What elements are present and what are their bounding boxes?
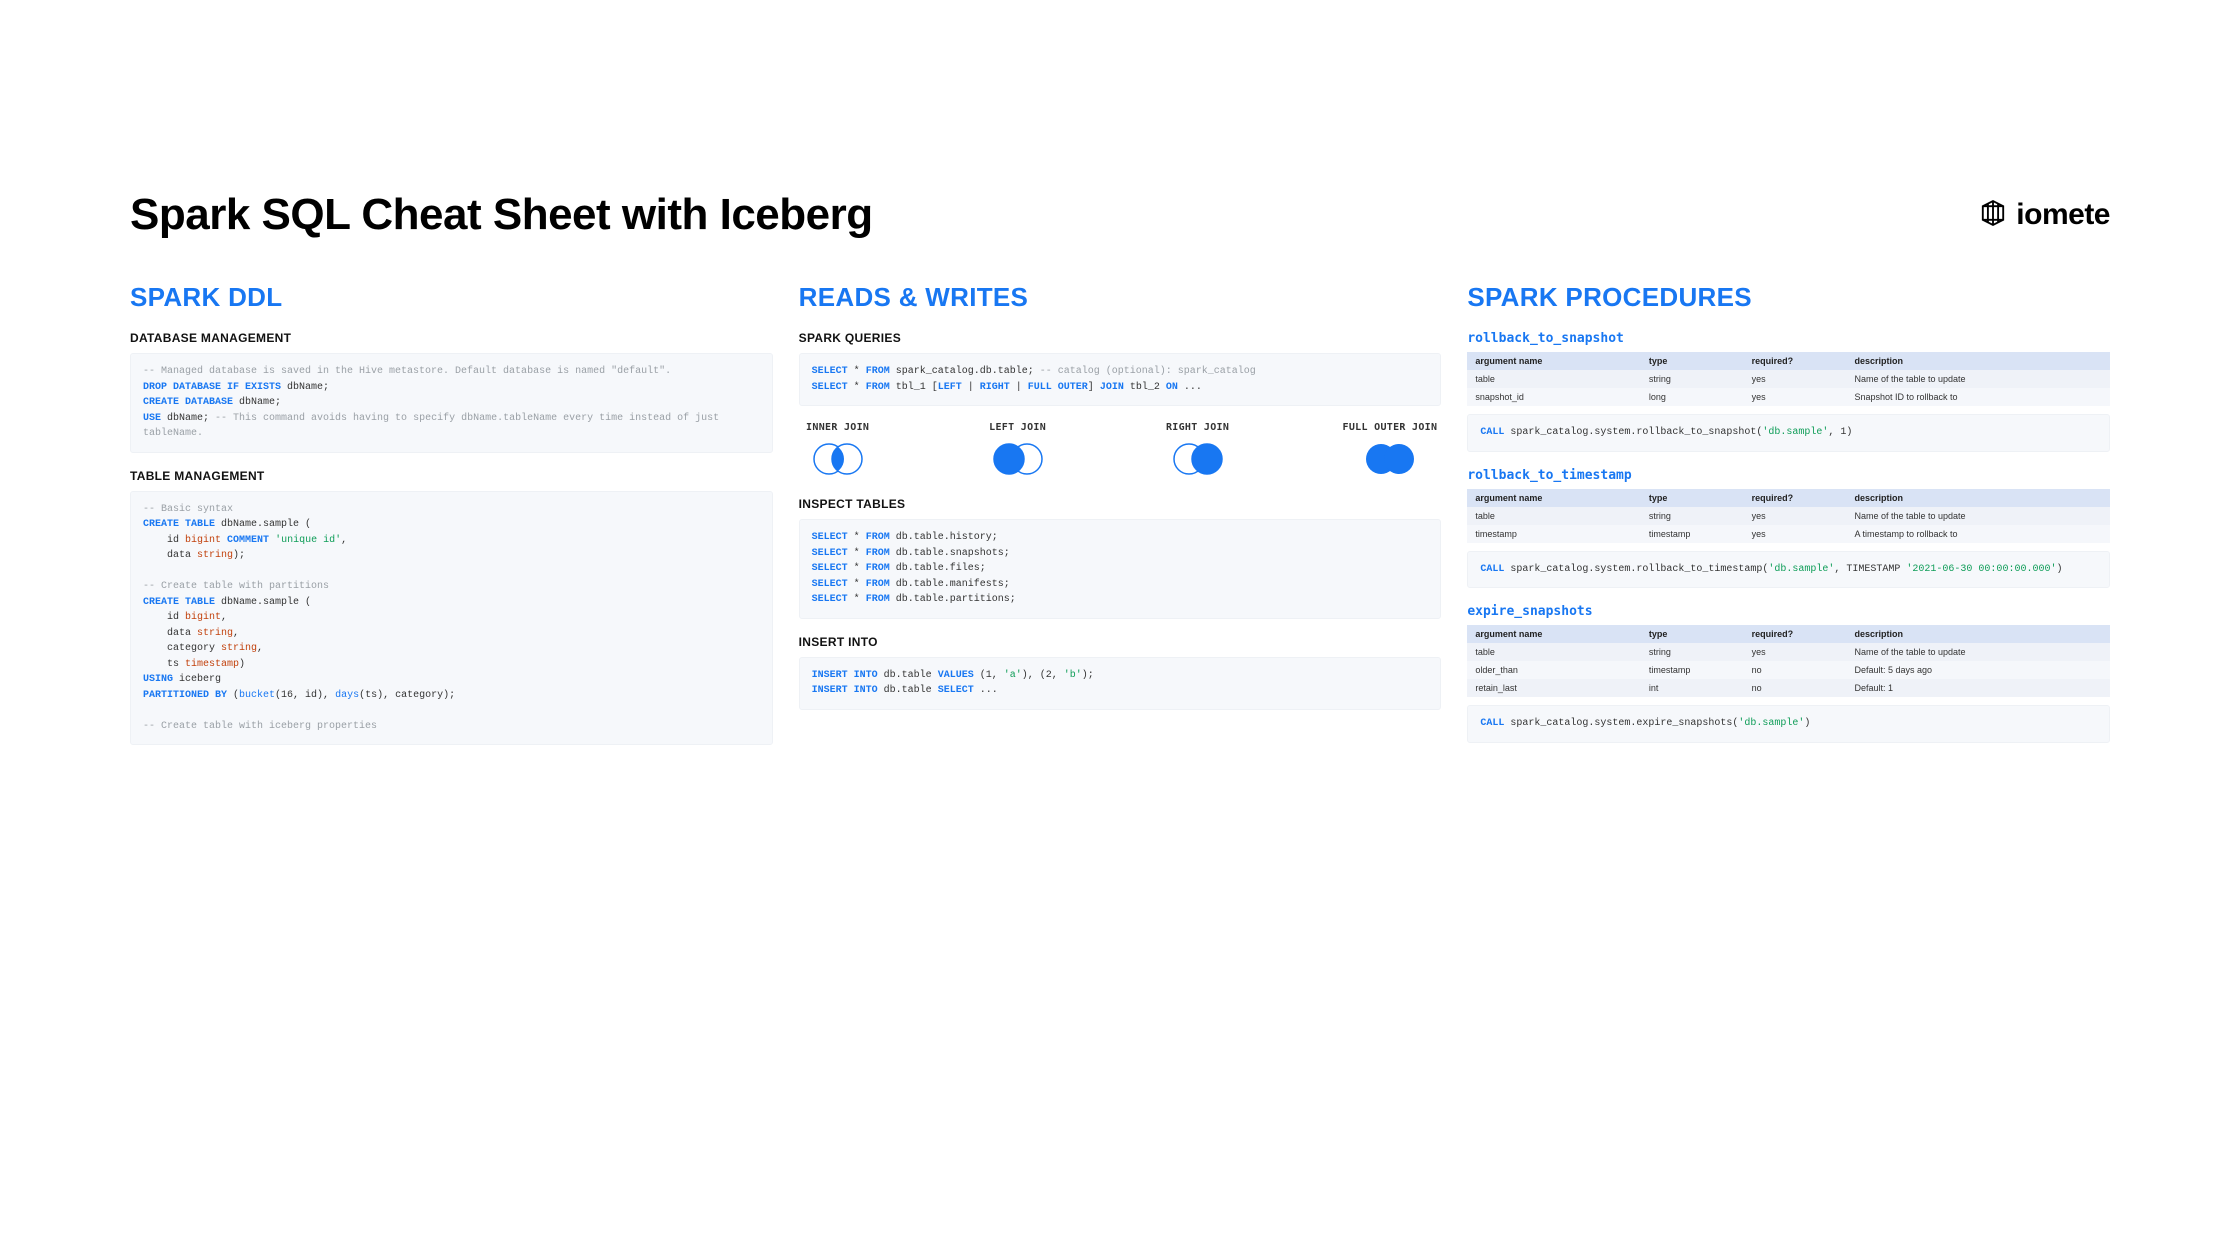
table-row: timestamptimestampyesA timestamp to roll… bbox=[1467, 525, 2110, 543]
table-row: snapshot_idlongyesSnapshot ID to rollbac… bbox=[1467, 388, 2110, 406]
full-outer-join: FULL OUTER JOIN bbox=[1343, 422, 1438, 479]
iomete-logo-text: iomete bbox=[2016, 198, 2110, 232]
spark-queries-code: SELECT * FROM spark_catalog.db.table; --… bbox=[799, 353, 1442, 406]
table-header-row: argument nametyperequired?description bbox=[1467, 625, 2110, 643]
proc1-name: rollback_to_snapshot bbox=[1467, 331, 2110, 346]
col3-title: SPARK PROCEDURES bbox=[1467, 282, 2110, 313]
table-row: tablestringyesName of the table to updat… bbox=[1467, 643, 2110, 661]
tbl-mgmt-heading: TABLE MANAGEMENT bbox=[130, 469, 773, 483]
proc3-code: CALL spark_catalog.system.expire_snapsho… bbox=[1467, 705, 2110, 743]
table-row: tablestringyesName of the table to updat… bbox=[1467, 507, 2110, 525]
page: Spark SQL Cheat Sheet with Iceberg iomet… bbox=[0, 0, 2240, 761]
proc2-code: CALL spark_catalog.system.rollback_to_ti… bbox=[1467, 551, 2110, 589]
iomete-logo: iomete bbox=[1976, 196, 2110, 235]
inner-join: INNER JOIN bbox=[803, 422, 873, 479]
spark-queries-heading: SPARK QUERIES bbox=[799, 331, 1442, 345]
column-rw: READS & WRITES SPARK QUERIES SELECT * FR… bbox=[799, 282, 1442, 761]
insert-code: INSERT INTO db.table VALUES (1, 'a'), (2… bbox=[799, 657, 1442, 710]
db-mgmt-heading: DATABASE MANAGEMENT bbox=[130, 331, 773, 345]
col1-title: SPARK DDL bbox=[130, 282, 773, 313]
table-row: retain_lastintnoDefault: 1 bbox=[1467, 679, 2110, 697]
iomete-logo-icon bbox=[1976, 196, 2010, 235]
columns: SPARK DDL DATABASE MANAGEMENT -- Managed… bbox=[130, 282, 2110, 761]
table-row: older_thantimestampnoDefault: 5 days ago bbox=[1467, 661, 2110, 679]
insert-heading: INSERT INTO bbox=[799, 635, 1442, 649]
inspect-heading: INSPECT TABLES bbox=[799, 497, 1442, 511]
joins-diagram: INNER JOIN LEFT JOIN R bbox=[799, 422, 1442, 479]
col2-title: READS & WRITES bbox=[799, 282, 1442, 313]
proc1-table: argument nametyperequired?description ta… bbox=[1467, 352, 2110, 406]
column-ddl: SPARK DDL DATABASE MANAGEMENT -- Managed… bbox=[130, 282, 773, 761]
table-row: tablestringyesName of the table to updat… bbox=[1467, 370, 2110, 388]
inspect-code: SELECT * FROM db.table.history; SELECT *… bbox=[799, 519, 1442, 619]
proc1-code: CALL spark_catalog.system.rollback_to_sn… bbox=[1467, 414, 2110, 452]
proc3-table: argument nametyperequired?description ta… bbox=[1467, 625, 2110, 697]
proc2-name: rollback_to_timestamp bbox=[1467, 468, 2110, 483]
db-mgmt-code: -- Managed database is saved in the Hive… bbox=[130, 353, 773, 453]
table-header-row: argument nametyperequired?description bbox=[1467, 489, 2110, 507]
proc2-table: argument nametyperequired?description ta… bbox=[1467, 489, 2110, 543]
column-procs: SPARK PROCEDURES rollback_to_snapshot ar… bbox=[1467, 282, 2110, 761]
right-join: RIGHT JOIN bbox=[1163, 422, 1233, 479]
proc3-name: expire_snapshots bbox=[1467, 604, 2110, 619]
table-header-row: argument nametyperequired?description bbox=[1467, 352, 2110, 370]
left-join: LEFT JOIN bbox=[983, 422, 1053, 479]
tbl-mgmt-code: -- Basic syntax CREATE TABLE dbName.samp… bbox=[130, 491, 773, 746]
page-title: Spark SQL Cheat Sheet with Iceberg bbox=[130, 190, 873, 240]
header: Spark SQL Cheat Sheet with Iceberg iomet… bbox=[130, 190, 2110, 240]
